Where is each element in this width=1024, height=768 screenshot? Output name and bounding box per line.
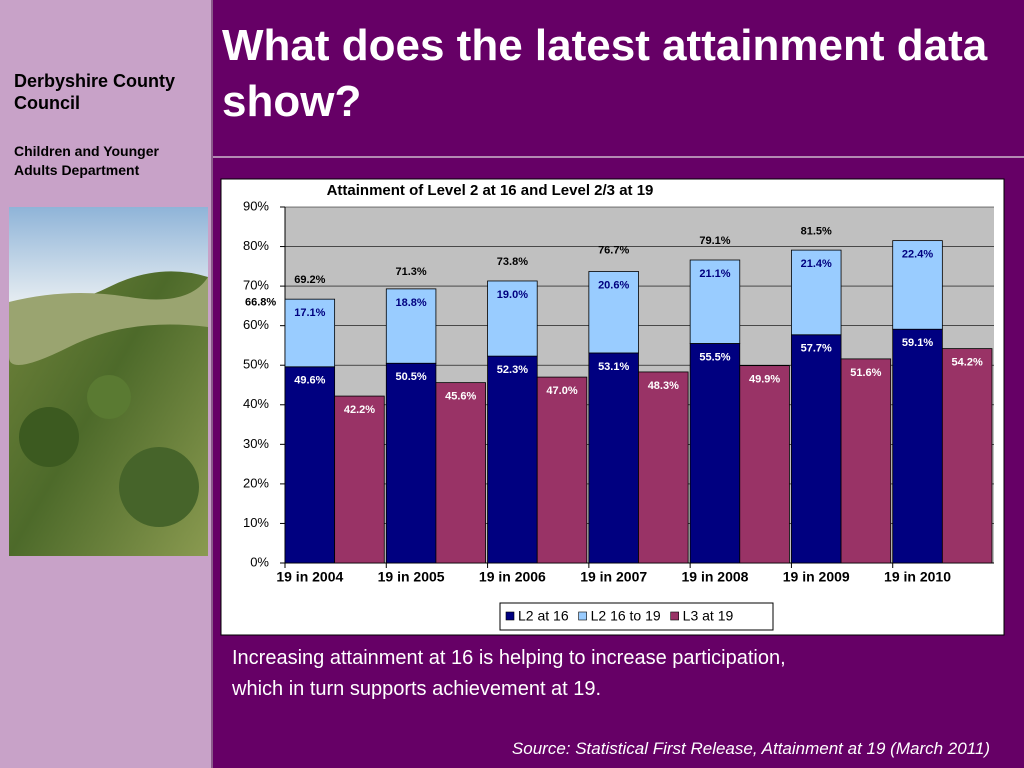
total-label: 71.3%	[395, 266, 426, 278]
bar	[791, 334, 842, 564]
x-tick-label: 19 in 2004	[276, 569, 343, 585]
divider	[213, 156, 1024, 158]
y-tick-label: 0%	[250, 554, 269, 569]
y-tick-label: 30%	[243, 436, 269, 451]
source: Source: Statistical First Release, Attai…	[511, 739, 990, 758]
value-label: 55.5%	[699, 351, 730, 363]
bar	[638, 371, 689, 564]
body-line: Increasing attainment at 16 is helping t…	[232, 647, 786, 669]
slide-title: What does the latest attainment data sho…	[222, 21, 988, 126]
bar	[284, 298, 336, 368]
total-label: 73.8%	[497, 256, 528, 268]
x-tick-label: 19 in 2008	[681, 569, 748, 585]
total-label: 81.5%	[801, 226, 832, 238]
bar	[892, 240, 943, 330]
value-label: 57.7%	[801, 343, 832, 355]
value-label: 20.6%	[598, 279, 629, 291]
legend	[499, 602, 774, 631]
chart-title: Attainment of Level 2 at 16 and Level 2/…	[327, 182, 654, 199]
y-tick-label: 20%	[243, 475, 269, 490]
bar	[739, 365, 790, 564]
bar	[588, 271, 639, 354]
value-label: 22.4%	[902, 249, 933, 261]
body-line: which in turn supports achievement at 19…	[232, 678, 602, 700]
total-label: 69.2%	[294, 274, 325, 286]
value-label: 48.3%	[648, 380, 679, 392]
legend-label: L2 at 16	[518, 608, 569, 624]
legend-label: L2 16 to 19	[591, 608, 661, 624]
total-label: 76.7%	[598, 245, 629, 257]
bar	[334, 395, 385, 564]
body-text: Increasing attainment at 16 is helping t…	[232, 643, 786, 705]
y-tick-label: 60%	[243, 317, 269, 332]
total-label: 79.1%	[699, 235, 730, 247]
x-tick-label: 19 in 2006	[479, 569, 546, 585]
value-label: 59.1%	[902, 337, 933, 349]
bar	[385, 288, 437, 364]
bar	[892, 328, 943, 564]
x-tick-label: 19 in 2005	[378, 569, 445, 585]
value-label: 51.6%	[850, 367, 881, 379]
legend-swatch	[578, 611, 587, 621]
org-name: Derbyshire County Council	[14, 71, 176, 113]
bar	[385, 362, 437, 564]
value-label: 45.6%	[445, 391, 476, 403]
value-label: 52.3%	[497, 364, 528, 376]
y-tick-label: 40%	[243, 396, 269, 411]
value-label: 49.9%	[749, 374, 780, 386]
sidebar: Derbyshire County Council Children and Y…	[0, 0, 213, 768]
value-label: 17.1%	[294, 307, 325, 319]
bar	[487, 355, 538, 564]
bar	[588, 352, 639, 564]
x-tick-label: 19 in 2009	[783, 569, 850, 585]
value-label: 54.2%	[952, 357, 983, 369]
y-tick-label: 80%	[243, 238, 269, 253]
landscape-photo	[9, 207, 208, 556]
bar	[941, 348, 993, 564]
total-label: 66.8%	[245, 297, 276, 309]
legend-label: L3 at 19	[683, 608, 734, 624]
value-label: 49.6%	[294, 375, 325, 387]
bar	[536, 376, 588, 564]
bar	[284, 366, 336, 564]
department: Children and Younger Adults Department	[14, 143, 159, 178]
value-label: 53.1%	[598, 361, 629, 373]
bar	[487, 280, 538, 357]
value-label: 19.0%	[497, 289, 528, 301]
bar	[791, 249, 842, 336]
legend-swatch	[505, 611, 515, 621]
value-label: 50.5%	[395, 371, 426, 383]
legend-swatch	[670, 611, 679, 621]
y-tick-label: 70%	[243, 278, 269, 293]
value-label: 21.4%	[801, 258, 832, 270]
bar	[840, 358, 892, 564]
value-label: 42.2%	[344, 404, 375, 416]
bar	[689, 259, 741, 344]
y-tick-label: 10%	[243, 515, 269, 530]
value-label: 47.0%	[546, 385, 577, 397]
y-tick-label: 90%	[243, 198, 269, 213]
value-label: 21.1%	[699, 268, 730, 280]
bar	[689, 343, 741, 564]
x-tick-label: 19 in 2007	[580, 569, 647, 585]
bar	[435, 382, 486, 564]
y-tick-label: 50%	[243, 357, 269, 372]
x-tick-label: 19 in 2010	[884, 569, 951, 585]
value-label: 18.8%	[395, 297, 426, 309]
